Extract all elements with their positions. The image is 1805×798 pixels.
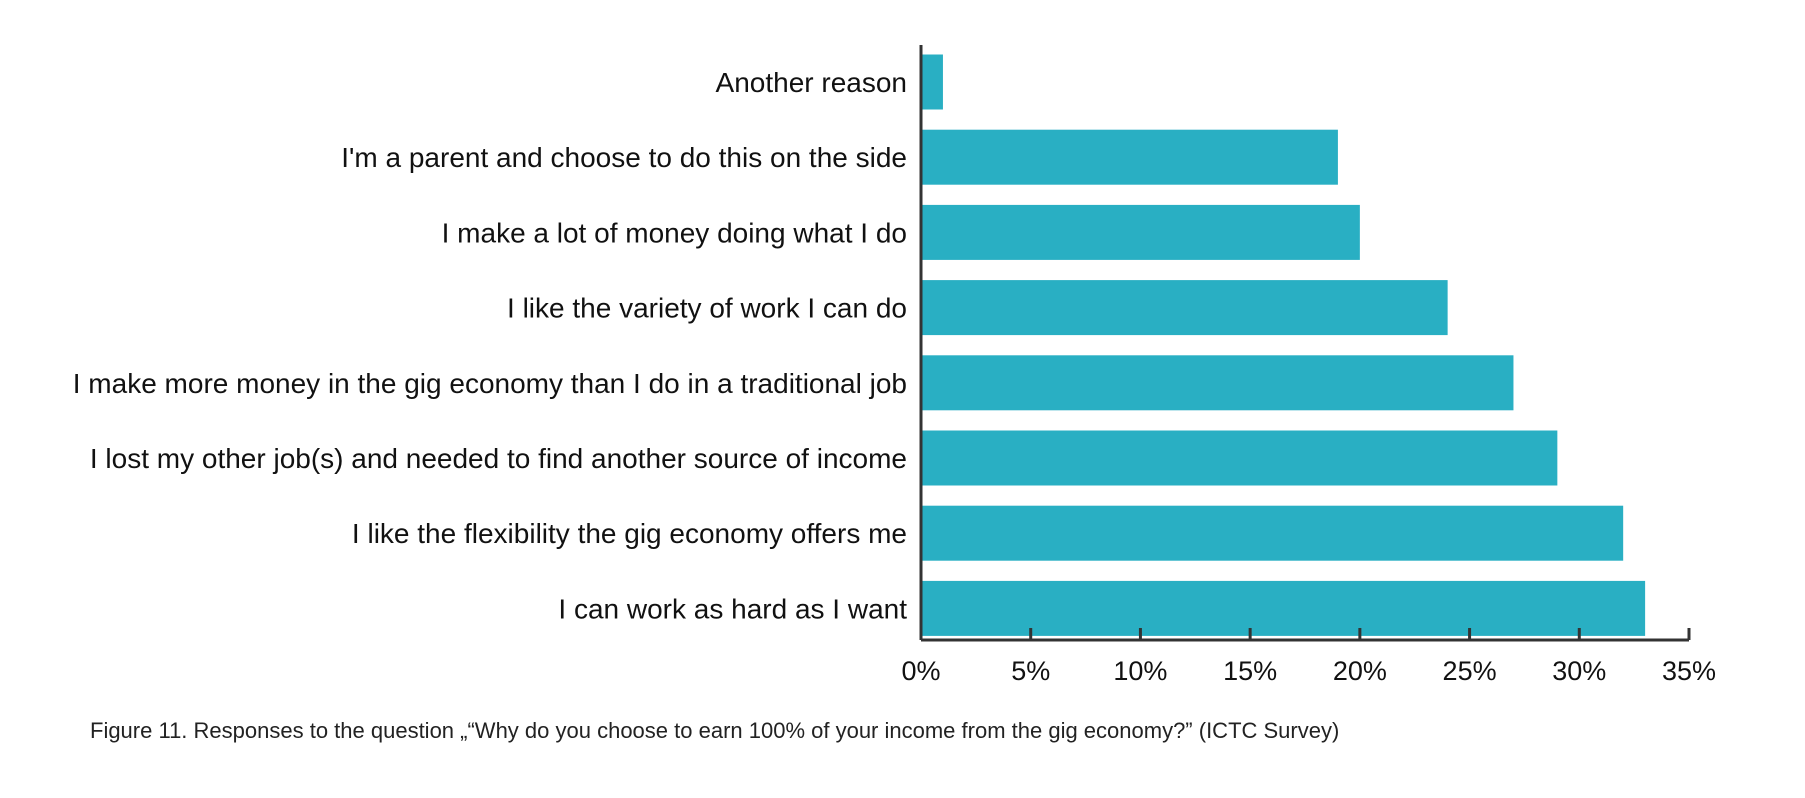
category-label-3: I make a lot of money doing what I do — [442, 217, 907, 248]
x-tick-label-35: 35% — [1662, 656, 1716, 686]
x-tick-label-0: 0% — [901, 656, 940, 686]
category-label-1: Another reason — [716, 67, 907, 98]
category-label-4: I like the variety of work I can do — [507, 293, 907, 324]
bar-1 — [921, 54, 943, 110]
x-tick-label-30: 30% — [1552, 656, 1606, 686]
bar-4 — [921, 280, 1448, 336]
bar-chart: Another reason I'm a parent and choose to… — [73, 45, 1716, 686]
category-label-6: I lost my other job(s) and needed to fin… — [90, 443, 907, 474]
bar-6 — [921, 430, 1558, 486]
category-label-8: I can work as hard as I want — [558, 593, 907, 624]
bar-3 — [921, 204, 1360, 260]
category-label-2: I'm a parent and choose to do this on th… — [341, 142, 907, 173]
x-tick-label-25: 25% — [1443, 656, 1497, 686]
x-tick-label-20: 20% — [1333, 656, 1387, 686]
category-label-7: I like the flexibility the gig economy o… — [352, 518, 907, 549]
bar-8 — [921, 580, 1646, 636]
x-tick-label-5: 5% — [1011, 656, 1050, 686]
figure-caption: Figure 11. Responses to the question „“W… — [90, 718, 1340, 743]
x-tick-label-15: 15% — [1223, 656, 1277, 686]
category-label-5: I make more money in the gig economy tha… — [73, 368, 907, 399]
bar-5 — [921, 355, 1514, 411]
bar-7 — [921, 505, 1624, 561]
chart-container: Another reason I'm a parent and choose to… — [73, 45, 1716, 686]
x-tick-label-10: 10% — [1113, 656, 1167, 686]
bar-2 — [921, 129, 1338, 185]
